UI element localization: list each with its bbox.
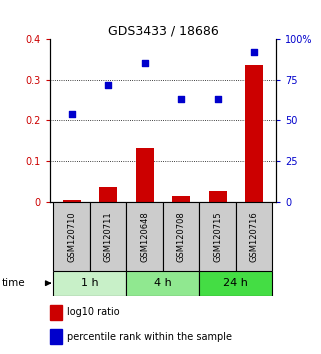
Bar — [199, 271, 273, 296]
Bar — [53, 271, 126, 296]
Point — [178, 96, 184, 102]
Bar — [50, 305, 62, 320]
Point — [142, 61, 147, 66]
Bar — [126, 202, 163, 271]
Text: GSM120648: GSM120648 — [140, 211, 149, 262]
Point — [215, 96, 220, 102]
Text: GSM120716: GSM120716 — [250, 211, 259, 262]
Text: 1 h: 1 h — [81, 278, 99, 288]
Bar — [135, 148, 154, 202]
Bar — [126, 271, 199, 296]
Text: GSM120710: GSM120710 — [67, 211, 76, 262]
Point — [106, 82, 111, 87]
Bar — [163, 202, 199, 271]
Text: 24 h: 24 h — [223, 278, 248, 288]
Bar — [53, 202, 90, 271]
Bar — [50, 329, 62, 344]
Point — [252, 49, 257, 55]
Bar — [90, 202, 126, 271]
Bar — [245, 65, 263, 202]
Text: percentile rank within the sample: percentile rank within the sample — [67, 332, 232, 342]
Bar — [172, 196, 190, 202]
Text: time: time — [2, 278, 25, 288]
Text: GSM120715: GSM120715 — [213, 211, 222, 262]
Text: GSM120711: GSM120711 — [104, 211, 113, 262]
Title: GDS3433 / 18686: GDS3433 / 18686 — [108, 25, 218, 38]
Text: log10 ratio: log10 ratio — [67, 307, 119, 317]
Text: GSM120708: GSM120708 — [177, 211, 186, 262]
Bar — [63, 200, 81, 202]
Bar — [99, 187, 117, 202]
Point — [69, 111, 74, 117]
Text: 4 h: 4 h — [154, 278, 172, 288]
Bar — [236, 202, 273, 271]
Bar — [209, 191, 227, 202]
Bar — [199, 202, 236, 271]
